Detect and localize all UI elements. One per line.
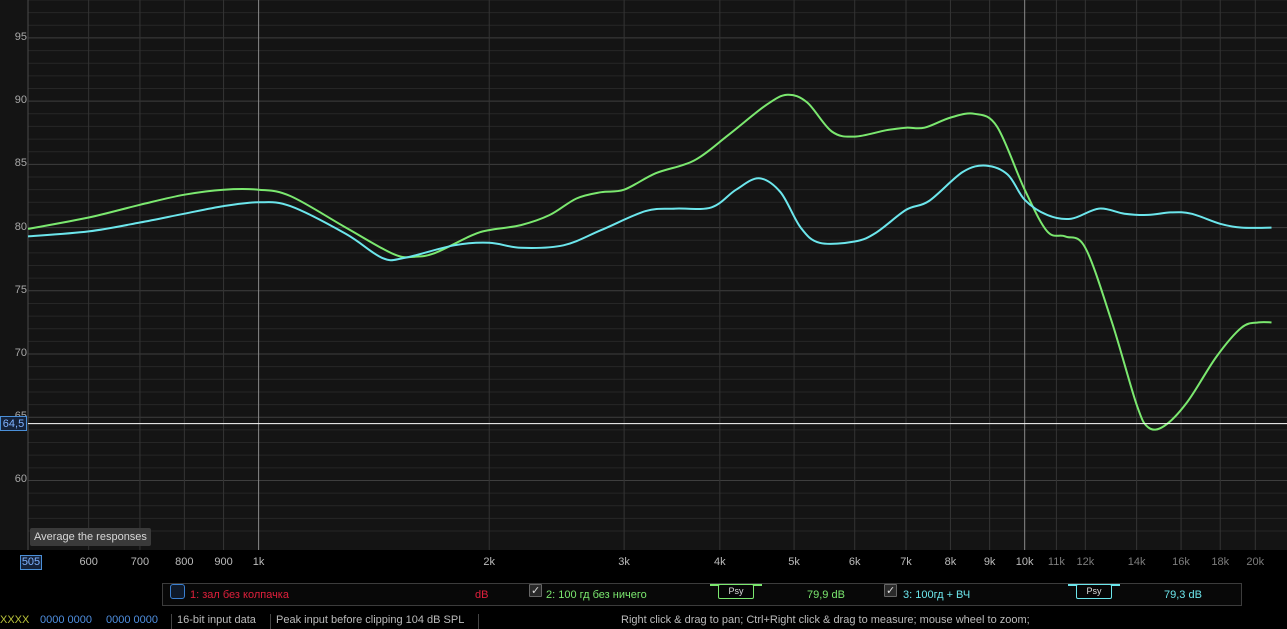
legend-label-1: 1: зал без колпачка [190, 589, 289, 601]
x-tick-label: 12k [1076, 556, 1095, 568]
y-tick-label: 80 [14, 220, 27, 233]
legend-checkbox-3[interactable] [884, 580, 897, 603]
series-line-3 [27, 164, 1272, 262]
y-tick-label: 95 [14, 30, 27, 43]
x-tick-label: 10k [1015, 556, 1034, 568]
legend-unit-1: dB [475, 589, 489, 601]
x-tick-label: 14k [1127, 556, 1146, 568]
hint-text: Right click & drag to pan; Ctrl+Right cl… [621, 614, 1030, 626]
meter-left: XXXX [0, 614, 30, 626]
legend-psy-button-3[interactable]: Psy [1076, 584, 1112, 599]
legend-bar: 1: зал без колпачка dB 2: 100 гд без нич… [162, 580, 1242, 606]
series-line-2 [27, 93, 1272, 431]
legend-value-3: 79,3 dB [1164, 589, 1202, 601]
cursor-level-label[interactable]: 64,5 [0, 415, 27, 431]
x-tick-label: 4k [714, 556, 726, 568]
y-tick-label: 60 [14, 473, 27, 486]
cursor-frequency-label[interactable]: 505 [20, 555, 42, 570]
status-bar: XXXX 0000 0000 0000 0000 16-bit input da… [0, 612, 1287, 629]
x-tick-label: 3k [618, 556, 630, 568]
legend-checkbox-2[interactable] [529, 580, 542, 603]
meter-a: 0000 0000 [40, 614, 92, 626]
x-tick-label: 11k [1047, 556, 1065, 568]
x-tick-label: 6k [848, 556, 861, 568]
y-tick-label: 90 [14, 94, 27, 107]
legend-label-3: 3: 100гд + ВЧ [903, 589, 971, 601]
x-tick-label: 800 [175, 556, 194, 568]
x-tick-label: 7k [900, 556, 912, 568]
y-tick-label: 70 [14, 347, 27, 360]
x-tick-label: 2k [483, 556, 496, 568]
y-tick-label: 85 [14, 157, 27, 170]
legend-value-2: 79,9 dB [807, 589, 845, 601]
x-tick-label: 20k [1246, 556, 1265, 568]
x-tick-label: 700 [130, 556, 150, 568]
x-tick-label: 8k [944, 556, 957, 568]
x-tick-label: 5k [788, 556, 800, 568]
meter-b: 0000 0000 [106, 614, 158, 626]
x-tick-label: 9k [983, 556, 996, 568]
x-tick-label: 18k [1211, 556, 1230, 568]
peak-input: Peak input before clipping 104 dB SPL [276, 614, 465, 626]
legend-checkbox-1[interactable] [170, 584, 185, 599]
tooltip: Average the responses [30, 528, 151, 546]
x-tick-label: 600 [79, 556, 98, 568]
x-tick-label: 900 [214, 556, 233, 568]
frequency-response-chart[interactable] [0, 0, 1287, 550]
input-format: 16-bit input data [177, 614, 256, 626]
y-tick-label: 75 [14, 283, 27, 296]
plot-area[interactable] [0, 0, 1287, 550]
legend-psy-button-2[interactable]: Psy [718, 584, 754, 599]
x-tick-label: 1k [252, 556, 265, 568]
legend-label-2: 2: 100 гд без ничего [546, 589, 647, 601]
x-tick-label: 16k [1172, 556, 1190, 568]
